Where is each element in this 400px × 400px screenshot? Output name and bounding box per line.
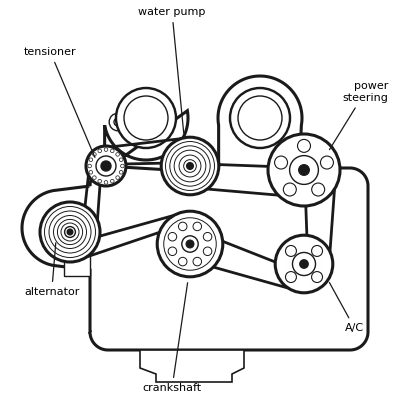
Circle shape xyxy=(101,161,111,171)
Circle shape xyxy=(164,218,216,270)
Circle shape xyxy=(93,153,96,156)
Circle shape xyxy=(116,176,119,179)
Circle shape xyxy=(104,181,108,184)
Polygon shape xyxy=(22,76,368,350)
Circle shape xyxy=(49,211,91,253)
Circle shape xyxy=(312,183,325,196)
Circle shape xyxy=(178,257,187,266)
Circle shape xyxy=(98,179,102,183)
Circle shape xyxy=(109,113,127,131)
Circle shape xyxy=(274,156,288,169)
Circle shape xyxy=(286,272,296,282)
Circle shape xyxy=(184,160,196,172)
Circle shape xyxy=(166,142,214,190)
Circle shape xyxy=(182,236,198,252)
Circle shape xyxy=(312,246,322,256)
Circle shape xyxy=(168,232,177,241)
Text: water pump: water pump xyxy=(138,7,206,133)
Circle shape xyxy=(298,165,310,176)
Circle shape xyxy=(114,118,122,126)
Circle shape xyxy=(186,240,194,248)
Circle shape xyxy=(203,247,212,256)
Circle shape xyxy=(300,260,308,268)
Circle shape xyxy=(89,158,93,162)
Circle shape xyxy=(238,96,282,140)
Circle shape xyxy=(104,148,108,151)
Circle shape xyxy=(292,252,316,276)
Text: tensioner: tensioner xyxy=(24,47,95,158)
Circle shape xyxy=(179,155,201,177)
Circle shape xyxy=(312,272,322,282)
Text: crankshaft: crankshaft xyxy=(142,283,202,393)
Circle shape xyxy=(88,164,91,168)
Circle shape xyxy=(40,202,100,262)
Circle shape xyxy=(110,149,114,153)
Polygon shape xyxy=(64,248,90,276)
Circle shape xyxy=(320,156,334,169)
Circle shape xyxy=(203,232,212,241)
Circle shape xyxy=(58,219,82,244)
Circle shape xyxy=(254,118,262,126)
Circle shape xyxy=(170,146,210,186)
Circle shape xyxy=(174,150,206,182)
Circle shape xyxy=(124,96,168,140)
Circle shape xyxy=(283,183,296,196)
Circle shape xyxy=(249,113,267,131)
Circle shape xyxy=(61,223,79,241)
Circle shape xyxy=(178,222,187,231)
Circle shape xyxy=(44,206,96,258)
Circle shape xyxy=(116,153,119,156)
Circle shape xyxy=(64,226,76,238)
Circle shape xyxy=(89,170,93,174)
Circle shape xyxy=(186,162,194,170)
Circle shape xyxy=(168,247,177,256)
Circle shape xyxy=(161,137,219,195)
Circle shape xyxy=(193,222,202,231)
Polygon shape xyxy=(140,350,244,382)
Circle shape xyxy=(110,179,114,183)
Circle shape xyxy=(96,156,116,176)
Circle shape xyxy=(98,149,102,153)
Circle shape xyxy=(275,235,333,293)
Circle shape xyxy=(121,164,124,168)
Circle shape xyxy=(298,139,310,152)
Circle shape xyxy=(157,211,223,277)
Circle shape xyxy=(54,216,86,248)
Text: power
steering: power steering xyxy=(330,81,388,150)
Circle shape xyxy=(286,246,296,256)
Circle shape xyxy=(93,176,96,179)
Circle shape xyxy=(119,158,123,162)
Circle shape xyxy=(268,134,340,206)
Circle shape xyxy=(290,156,318,184)
Text: alternator: alternator xyxy=(24,243,79,297)
Circle shape xyxy=(119,170,123,174)
Text: A/C: A/C xyxy=(329,282,364,333)
Circle shape xyxy=(67,229,73,235)
Circle shape xyxy=(86,146,126,186)
Circle shape xyxy=(193,257,202,266)
Circle shape xyxy=(230,88,290,148)
Circle shape xyxy=(116,88,176,148)
